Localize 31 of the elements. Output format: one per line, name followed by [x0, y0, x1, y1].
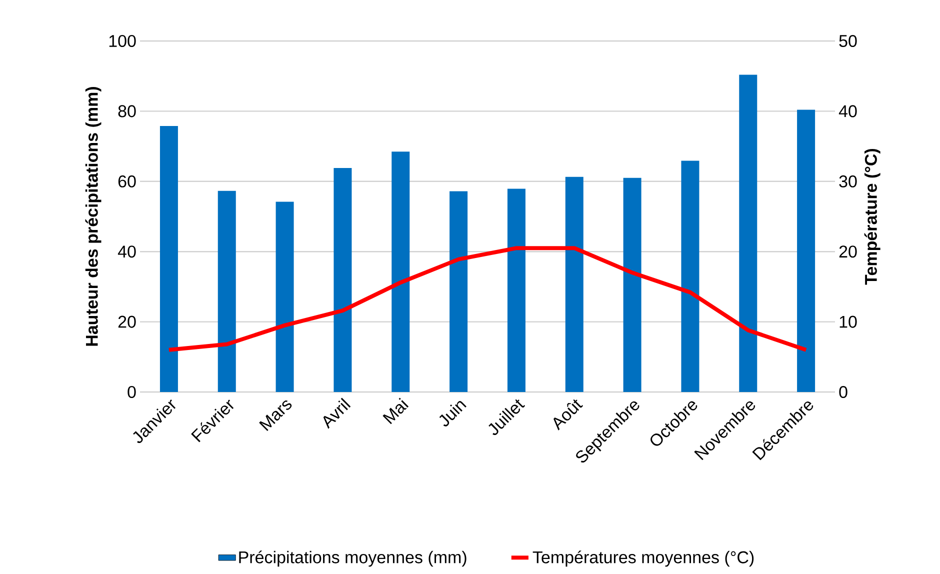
legend-label: Températures moyennes (°C)	[532, 550, 754, 567]
bar	[797, 110, 816, 392]
legend-label: Précipitations moyennes (mm)	[239, 550, 466, 567]
bar	[681, 160, 700, 392]
bar	[392, 152, 410, 392]
bar	[565, 176, 584, 392]
bar	[739, 74, 758, 392]
y-tick-label: 60	[118, 175, 136, 188]
y-tick-label: 100	[109, 34, 136, 48]
y-tick-label: 0	[128, 386, 136, 398]
y-axis-title: Hauteur des précipitations (mm)	[85, 87, 102, 346]
y2-tick-label: 20	[839, 246, 857, 258]
y2-tick-label: 0	[839, 386, 848, 398]
bar	[218, 190, 236, 392]
y2-tick-label: 30	[839, 175, 857, 188]
y2-axis-title: Température (°C)	[864, 148, 880, 285]
y-tick-label: 20	[118, 316, 136, 328]
bar	[334, 168, 352, 392]
line-series	[166, 246, 808, 352]
x-tick-label: Juin	[439, 401, 466, 426]
bar	[160, 126, 178, 392]
bar	[276, 202, 294, 392]
y-tick-label: 40	[118, 246, 136, 258]
y2-tick-label: 40	[838, 105, 857, 118]
x-tick-label: Mai	[382, 398, 409, 424]
bar	[507, 188, 526, 392]
y2-tick-label: 50	[839, 34, 857, 48]
y2-tick-label: 10	[840, 316, 857, 328]
bar	[450, 191, 468, 392]
y-tick-label: 80	[118, 105, 136, 118]
bar	[623, 178, 642, 392]
